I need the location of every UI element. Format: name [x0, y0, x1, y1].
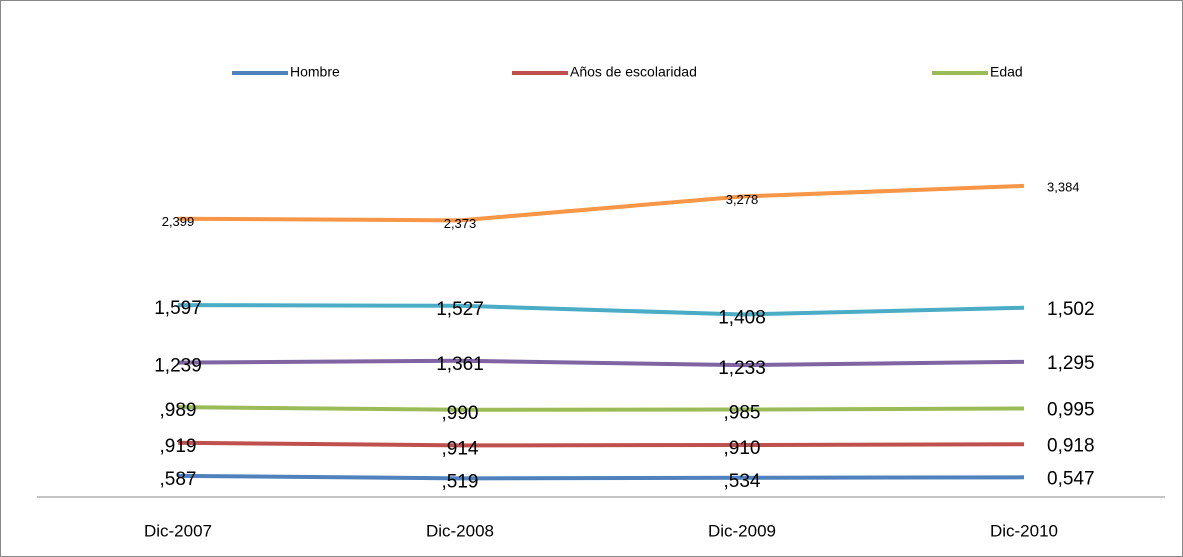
x-tick-label: Dic-2007	[144, 521, 212, 540]
data-label: 1,527	[436, 299, 484, 320]
data-label: ,910	[724, 438, 761, 459]
data-label: 1,597	[154, 298, 202, 319]
x-tick-label: Dic-2009	[708, 521, 776, 540]
series-line	[177, 473, 1025, 481]
data-label: ,989	[160, 400, 197, 421]
x-tick-label: Dic-2010	[990, 521, 1058, 540]
data-label: ,985	[724, 403, 761, 424]
series-line	[177, 358, 1025, 368]
series-line	[177, 183, 1025, 223]
data-label: ,990	[442, 403, 479, 424]
data-label: 1,239	[154, 356, 202, 377]
legend-label: Edad	[990, 64, 1023, 80]
data-label: 0,547	[1047, 468, 1095, 489]
data-label: 0,995	[1047, 399, 1095, 420]
data-label: 1,233	[718, 358, 766, 379]
data-label: 2,373	[444, 216, 477, 231]
data-label: 3,384	[1047, 179, 1080, 194]
data-label: 3,278	[726, 192, 759, 207]
series-line	[177, 303, 1025, 317]
data-label: ,914	[442, 438, 479, 459]
data-label: ,534	[724, 471, 761, 492]
data-label: ,519	[442, 471, 479, 492]
data-label: ,919	[160, 436, 197, 457]
data-label: 0,918	[1047, 435, 1095, 456]
series-line	[177, 405, 1025, 412]
legend-label: Hombre	[290, 64, 340, 80]
legend-label: Años de escolaridad	[570, 64, 697, 80]
x-tick-label: Dic-2008	[426, 521, 494, 540]
series-line	[177, 440, 1025, 448]
data-label: 1,502	[1047, 299, 1095, 320]
data-label: ,587	[160, 469, 197, 490]
data-label: 1,361	[436, 354, 484, 375]
data-label: 1,295	[1047, 353, 1095, 374]
data-label: 1,408	[718, 307, 766, 328]
data-label: 2,399	[162, 214, 195, 229]
